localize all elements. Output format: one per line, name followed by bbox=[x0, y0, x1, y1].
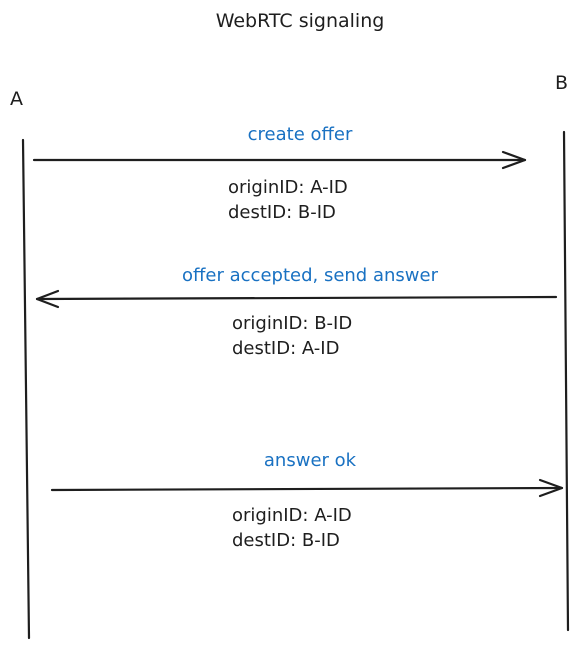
message-label-2: offer accepted, send answer bbox=[182, 265, 438, 286]
message-label-3: answer ok bbox=[263, 450, 357, 471]
message-origin-3: originID: A-ID bbox=[232, 505, 352, 526]
message-dest-2: destID: A-ID bbox=[232, 338, 340, 359]
message-dest-3: destID: B-ID bbox=[232, 530, 340, 551]
message-dest-1: destID: B-ID bbox=[228, 202, 336, 223]
actor-b-label: B bbox=[555, 72, 569, 94]
lifeline-a bbox=[21, 138, 31, 640]
diagram-title: WebRTC signaling bbox=[215, 10, 385, 32]
message-arrow-2 bbox=[35, 289, 558, 309]
message-origin-2: originID: B-ID bbox=[232, 313, 353, 334]
actor-a-label: A bbox=[10, 88, 23, 110]
lifeline-b bbox=[562, 130, 570, 632]
message-origin-1: originID: A-ID bbox=[228, 177, 348, 198]
message-label-1: create offer bbox=[247, 124, 353, 145]
message-arrow-1 bbox=[32, 150, 527, 170]
message-arrow-3 bbox=[50, 478, 564, 498]
